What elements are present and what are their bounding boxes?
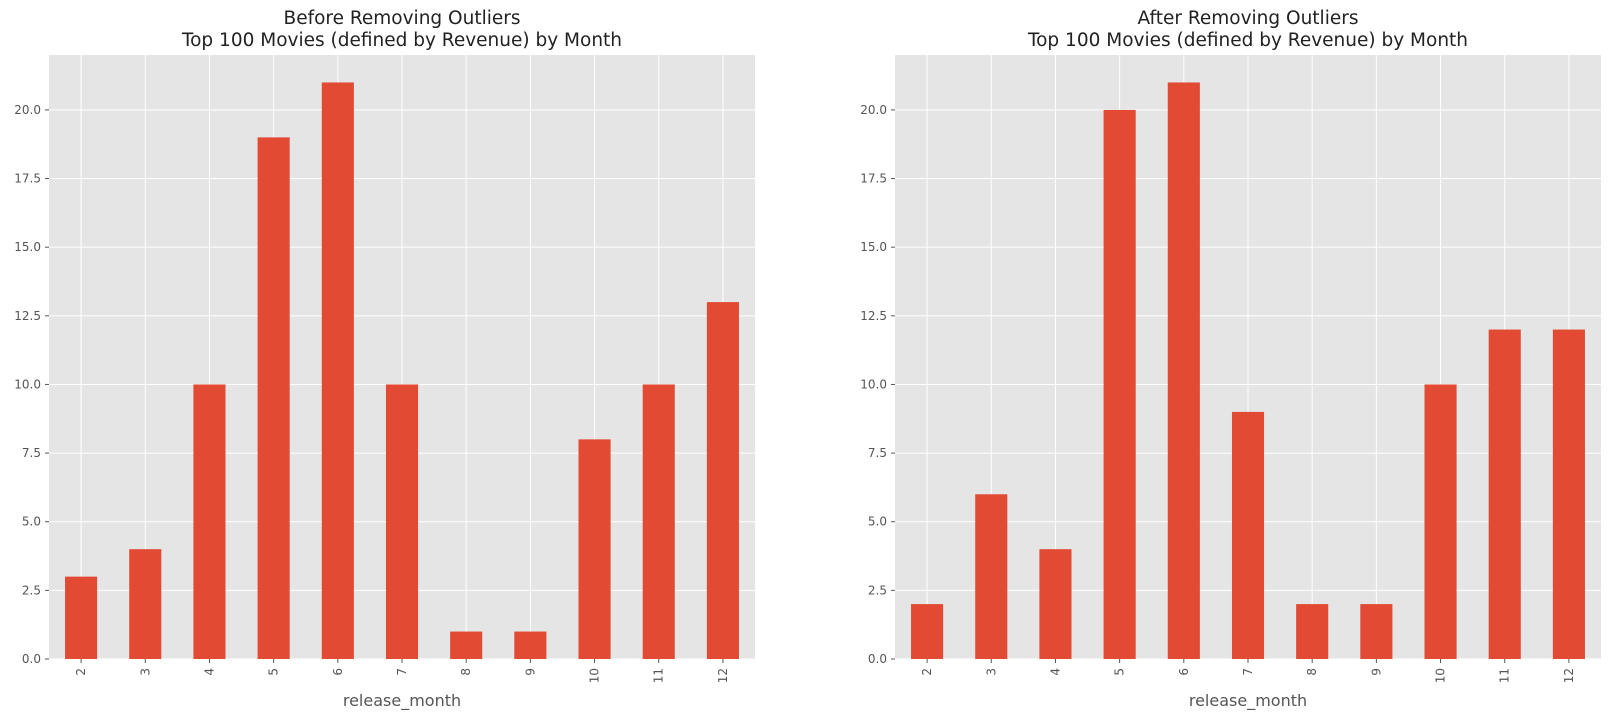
y-tick-label: 20.0 [14, 103, 41, 117]
x-axis-ticks: 2 3 4 5 6 7 8 9 10 11 12 [920, 659, 1576, 683]
bar-month-2 [65, 576, 98, 659]
y-tick-label: 2.5 [22, 583, 41, 597]
y-tick-label: 5.0 [868, 515, 887, 529]
x-tick-label: 9 [523, 668, 537, 676]
x-tick-label: 4 [202, 668, 216, 676]
bar-month-9 [514, 631, 547, 659]
y-tick-label: 10.0 [860, 377, 887, 391]
y-tick-label: 15.0 [14, 240, 41, 254]
bar-month-8 [450, 631, 483, 659]
x-tick-label: 6 [1177, 668, 1191, 676]
bar-month-12 [1552, 329, 1585, 659]
x-tick-label: 10 [588, 668, 602, 683]
x-axis-label: release_month [1189, 691, 1307, 711]
x-tick-label: 7 [395, 668, 409, 676]
x-tick-label: 10 [1434, 668, 1448, 683]
bar-month-9 [1360, 604, 1393, 659]
y-axis-ticks: 0.0 2.5 5.0 7.5 10.0 12.5 15.0 17.5 20.0 [14, 103, 49, 666]
x-tick-label: 3 [138, 668, 152, 676]
bar-month-10 [578, 439, 611, 659]
chart-title-line2: Top 100 Movies (defined by Revenue) by M… [1027, 30, 1468, 51]
bar-month-6 [1167, 82, 1200, 660]
y-tick-label: 5.0 [22, 515, 41, 529]
bar-month-2 [911, 604, 944, 659]
x-axis-ticks: 2 3 4 5 6 7 8 9 10 11 12 [74, 659, 730, 683]
y-tick-label: 10.0 [14, 377, 41, 391]
bar-month-11 [642, 384, 675, 659]
bar-month-8 [1296, 604, 1329, 659]
x-tick-label: 11 [1498, 668, 1512, 683]
x-tick-label: 9 [1369, 668, 1383, 676]
y-tick-label: 15.0 [860, 240, 887, 254]
x-tick-label: 5 [1113, 668, 1127, 676]
bars [911, 82, 1585, 660]
x-tick-label: 6 [331, 668, 345, 676]
x-tick-label: 7 [1241, 668, 1255, 676]
y-tick-label: 7.5 [22, 446, 41, 460]
x-tick-label: 12 [716, 668, 730, 683]
bar-month-3 [129, 549, 162, 659]
bar-month-3 [975, 494, 1008, 659]
x-tick-label: 12 [1562, 668, 1576, 683]
y-tick-label: 0.0 [22, 652, 41, 666]
y-tick-label: 0.0 [868, 652, 887, 666]
x-tick-label: 2 [74, 668, 88, 676]
chart-title-line1: After Removing Outliers [1138, 8, 1359, 29]
x-tick-label: 3 [984, 668, 998, 676]
x-tick-label: 4 [1048, 668, 1062, 676]
y-tick-label: 12.5 [14, 309, 41, 323]
bar-month-6 [321, 82, 354, 660]
x-axis-label: release_month [343, 691, 461, 711]
bar-month-12 [706, 302, 739, 659]
y-axis-ticks: 0.0 2.5 5.0 7.5 10.0 12.5 15.0 17.5 20.0 [860, 103, 895, 666]
y-tick-label: 7.5 [868, 446, 887, 460]
bar-month-5 [1103, 109, 1136, 660]
x-tick-label: 8 [1305, 668, 1319, 676]
bar-month-4 [1039, 549, 1072, 659]
y-tick-label: 2.5 [868, 583, 887, 597]
bars [65, 82, 739, 660]
chart-after-removing-outliers: 0.0 2.5 5.0 7.5 10.0 12.5 15.0 17.5 20.0 2 3 4 5 6 7 8… [860, 8, 1601, 711]
y-tick-label: 20.0 [860, 103, 887, 117]
x-tick-label: 8 [459, 668, 473, 676]
bar-month-4 [193, 384, 226, 659]
bar-month-5 [257, 137, 290, 659]
bar-month-10 [1424, 384, 1457, 659]
x-tick-label: 5 [267, 668, 281, 676]
chart-before-removing-outliers: 0.0 2.5 5.0 7.5 10.0 12.5 15.0 17.5 20.0 2 3 4 5 6 7 8… [14, 8, 755, 711]
bar-month-7 [385, 384, 419, 659]
x-tick-label: 2 [920, 668, 934, 676]
bar-month-7 [1231, 411, 1265, 659]
bar-month-11 [1488, 329, 1521, 659]
y-tick-label: 17.5 [14, 172, 41, 186]
x-tick-label: 11 [652, 668, 666, 683]
y-tick-label: 17.5 [860, 172, 887, 186]
chart-title-line2: Top 100 Movies (defined by Revenue) by M… [181, 30, 622, 51]
chart-title-line1: Before Removing Outliers [284, 8, 521, 29]
y-tick-label: 12.5 [860, 309, 887, 323]
